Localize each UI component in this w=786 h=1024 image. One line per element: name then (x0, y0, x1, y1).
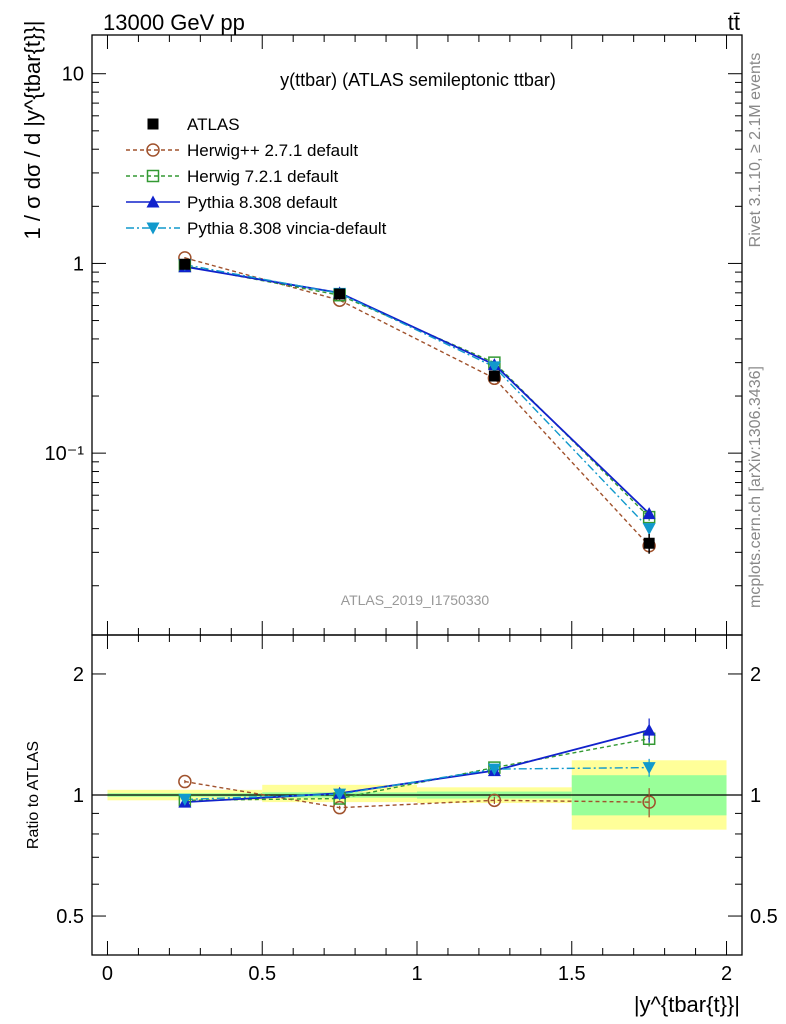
legend-label: Pythia 8.308 default (187, 193, 338, 212)
x-tick-label: 2 (721, 963, 732, 985)
ratio-point (642, 795, 656, 809)
x-tick-label: 1.5 (558, 963, 586, 985)
analysis-id: ATLAS_2019_I1750330 (341, 592, 490, 608)
ratio-point (333, 788, 347, 801)
x-axis-label: |y^{tbar{t}}| (634, 992, 740, 1017)
ratio-y-tick-label-right: 2 (750, 664, 761, 686)
data-point (642, 523, 656, 536)
ratio-y-tick-label-right: 1 (750, 785, 761, 807)
series-line (184, 265, 650, 518)
legend-label: ATLAS (187, 115, 240, 134)
series-line (184, 257, 650, 547)
data-point (487, 361, 501, 374)
legend-marker (146, 222, 160, 235)
ratio-panel: 2 2 1 1 0.5 0.5 0 0.5 1 1.5 2 Ratio to ATLAS |y^{t… (25, 634, 778, 1017)
data-point (334, 288, 346, 300)
ratio-y-tick-label: 1 (73, 785, 84, 807)
ratio-y-tick-label-right: 0.5 (750, 906, 778, 928)
legend-label: Herwig++ 2.7.1 default (187, 141, 358, 160)
rivet-label: Rivet 3.1.10, ≥ 2.1M events (747, 53, 764, 248)
header-process: tt̄ (728, 10, 740, 35)
data-point (643, 537, 655, 549)
x-tick-label: 1 (411, 963, 422, 985)
legend-marker (146, 143, 160, 157)
x-tick-label: 0.5 (248, 963, 276, 985)
data-point (642, 507, 656, 520)
ratio-y-tick-label: 0.5 (56, 906, 84, 928)
y-tick-label: 1 (73, 253, 84, 275)
ratio-point (487, 793, 502, 808)
legend: ATLAS Herwig++ 2.7.1 default Herwig 7.2.1 … (126, 115, 387, 238)
legend-label: Pythia 8.308 vincia-default (187, 219, 387, 238)
main-ylabel: 1 / σ dσ / d |y^{tbar{t}}| (20, 21, 45, 240)
legend-label: Herwig 7.2.1 default (187, 167, 338, 186)
ratio-point (178, 774, 192, 789)
data-point (179, 258, 191, 270)
ratio-ylabel: Ratio to ATLAS (25, 741, 42, 849)
ratio-series-line (184, 738, 650, 802)
y-tick-label: 10 (62, 64, 84, 86)
legend-marker (146, 169, 160, 183)
header-energy: 13000 GeV pp (103, 10, 245, 35)
ratio-point (178, 793, 192, 806)
ratio-point (332, 800, 347, 815)
legend-marker (147, 118, 159, 130)
ratio-point (487, 763, 501, 776)
ratio-series-line (184, 729, 650, 804)
ratio-series-line (184, 766, 650, 801)
legend-marker (146, 195, 160, 208)
main-title: y(ttbar) (ATLAS semileptonic ttbar) (280, 70, 556, 90)
ratio-point (642, 723, 656, 736)
y-tick-label: 10⁻¹ (45, 443, 85, 465)
data-point (488, 370, 500, 382)
ratio-point (642, 762, 656, 775)
source-label: mcplots.cern.ch [arXiv:1306.3436] (747, 366, 764, 608)
x-tick-label: 0 (102, 963, 113, 985)
ratio-series-line (184, 780, 650, 809)
ratio-y-tick-label: 2 (73, 664, 84, 686)
main-panel: 10 1 10⁻¹ y(ttbar) (ATLAS semileptonic ttb… (20, 21, 743, 636)
series-line (184, 265, 650, 515)
series-line (184, 263, 650, 530)
